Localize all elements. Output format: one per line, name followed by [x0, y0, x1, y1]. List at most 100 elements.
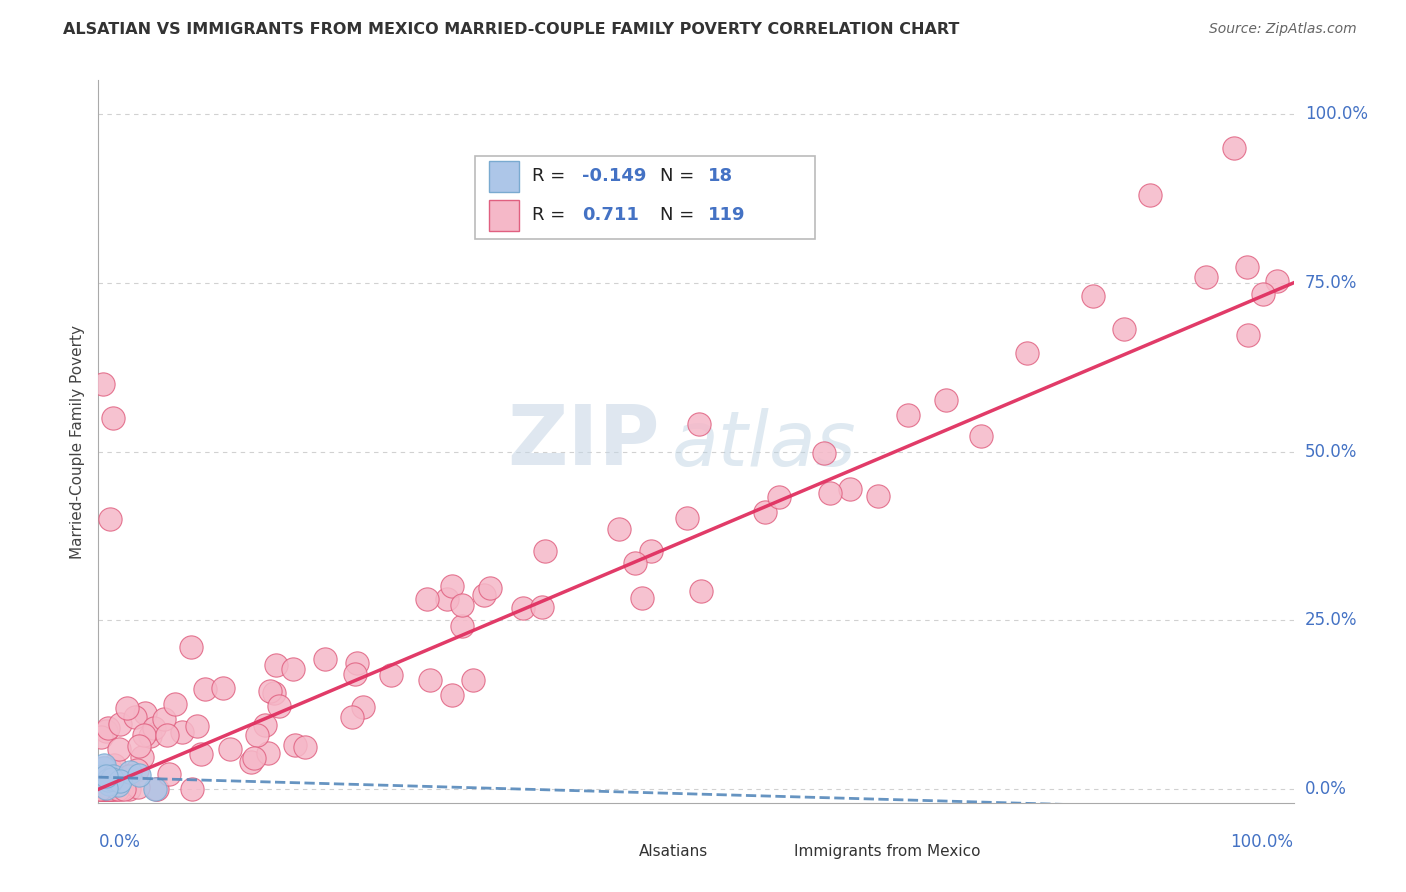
Text: ZIP: ZIP	[508, 401, 661, 482]
Point	[108, 742, 131, 756]
Point	[93, 782, 115, 797]
Point	[98, 782, 121, 797]
Point	[212, 681, 235, 696]
Point	[91, 761, 114, 775]
Point	[239, 755, 262, 769]
FancyBboxPatch shape	[489, 161, 519, 192]
Point	[436, 592, 458, 607]
Point	[143, 782, 166, 797]
Point	[472, 588, 495, 602]
Point	[440, 579, 463, 593]
Point	[263, 686, 285, 700]
Point	[281, 662, 304, 676]
Point	[101, 411, 124, 425]
Point	[1139, 188, 1161, 202]
Point	[868, 489, 890, 503]
Text: 75.0%: 75.0%	[1305, 274, 1357, 292]
Point	[97, 782, 120, 797]
FancyBboxPatch shape	[600, 841, 627, 863]
Point	[419, 673, 441, 687]
Point	[156, 728, 179, 742]
Point	[118, 782, 141, 797]
Point	[91, 782, 114, 797]
Point	[1195, 270, 1218, 285]
Text: -0.149: -0.149	[582, 168, 647, 186]
Point	[264, 657, 287, 672]
Point	[93, 772, 115, 786]
Point	[134, 706, 156, 720]
Text: ALSATIAN VS IMMIGRANTS FROM MEXICO MARRIED-COUPLE FAMILY POVERTY CORRELATION CHA: ALSATIAN VS IMMIGRANTS FROM MEXICO MARRI…	[63, 22, 960, 37]
Point	[93, 761, 115, 775]
Text: Alsatians: Alsatians	[638, 845, 707, 859]
Point	[451, 619, 474, 633]
Point	[103, 769, 125, 783]
Point	[344, 667, 367, 681]
Point	[1251, 286, 1274, 301]
Point	[104, 782, 127, 797]
Point	[768, 490, 790, 504]
Point	[1015, 346, 1038, 360]
Point	[97, 777, 120, 791]
Text: N =: N =	[661, 168, 700, 186]
Point	[110, 717, 132, 731]
Point	[818, 486, 841, 500]
Point	[89, 766, 111, 780]
Point	[91, 782, 114, 797]
Point	[104, 768, 127, 782]
Text: Immigrants from Mexico: Immigrants from Mexico	[794, 845, 980, 859]
Point	[89, 782, 111, 797]
Point	[132, 727, 155, 741]
FancyBboxPatch shape	[475, 156, 815, 239]
Point	[415, 591, 437, 606]
Point	[98, 512, 121, 526]
Point	[93, 782, 115, 797]
Point	[257, 746, 280, 760]
Point	[352, 700, 374, 714]
Point	[1223, 141, 1246, 155]
Text: 100.0%: 100.0%	[1230, 833, 1294, 851]
Text: 25.0%: 25.0%	[1305, 612, 1357, 630]
Point	[1236, 260, 1258, 275]
Text: R =: R =	[533, 206, 571, 225]
Point	[124, 710, 146, 724]
Point	[186, 719, 208, 733]
Point	[254, 718, 277, 732]
Point	[125, 763, 148, 777]
Point	[97, 772, 120, 787]
Point	[630, 591, 652, 606]
Point	[98, 782, 121, 797]
Point	[461, 673, 484, 687]
Point	[94, 782, 117, 797]
Text: 0.0%: 0.0%	[1305, 780, 1347, 798]
Point	[813, 446, 835, 460]
Point	[267, 698, 290, 713]
Point	[91, 782, 114, 797]
Point	[94, 723, 117, 738]
Point	[93, 758, 115, 772]
Point	[152, 712, 174, 726]
Text: 0.711: 0.711	[582, 206, 640, 225]
Text: Source: ZipAtlas.com: Source: ZipAtlas.com	[1209, 22, 1357, 37]
Point	[93, 775, 115, 789]
Text: 119: 119	[709, 206, 745, 225]
Point	[314, 652, 336, 666]
Point	[143, 721, 166, 735]
Point	[451, 599, 474, 613]
Text: atlas: atlas	[672, 409, 856, 483]
Point	[131, 750, 153, 764]
Point	[218, 742, 240, 756]
Point	[115, 701, 138, 715]
Point	[97, 721, 120, 735]
Text: N =: N =	[661, 206, 700, 225]
Point	[688, 417, 710, 432]
FancyBboxPatch shape	[489, 200, 519, 230]
Point	[94, 769, 117, 783]
Point	[118, 769, 141, 783]
Point	[1081, 289, 1104, 303]
Point	[180, 782, 202, 797]
Text: R =: R =	[533, 168, 571, 186]
Point	[294, 740, 316, 755]
Point	[380, 668, 402, 682]
Point	[101, 772, 124, 786]
Point	[1236, 328, 1258, 343]
